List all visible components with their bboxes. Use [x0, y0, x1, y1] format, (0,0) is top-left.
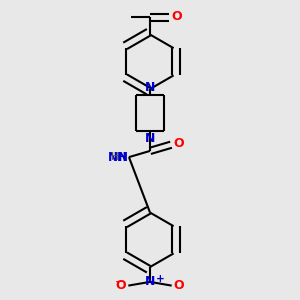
- Text: N: N: [145, 81, 155, 94]
- Text: H: H: [111, 152, 119, 162]
- Text: NH: NH: [108, 151, 128, 164]
- Text: −: −: [115, 277, 124, 287]
- Text: +: +: [156, 274, 165, 284]
- Text: O: O: [173, 137, 184, 150]
- Text: N: N: [145, 275, 155, 288]
- Text: N: N: [118, 151, 128, 164]
- Text: O: O: [173, 279, 184, 292]
- Text: N: N: [145, 132, 155, 146]
- Text: O: O: [116, 279, 127, 292]
- Text: O: O: [172, 11, 182, 23]
